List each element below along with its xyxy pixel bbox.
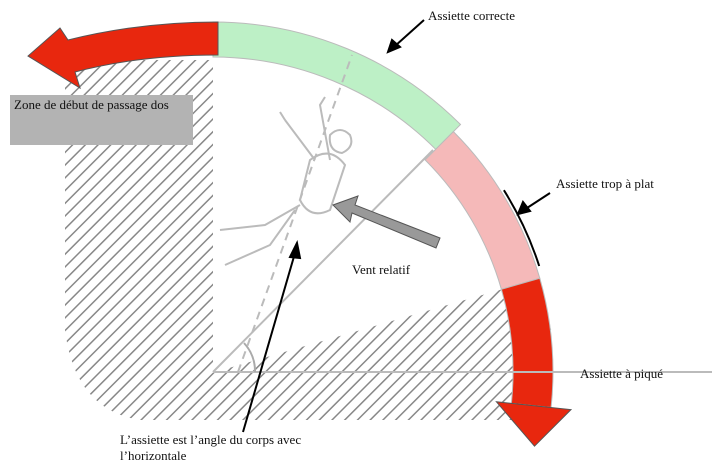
dive-arrow-head [496,402,571,446]
label-wind: Vent relatif [352,262,410,278]
diagram-graphics [0,0,712,475]
label-definition: L’assiette est l’angle du corps avec l’h… [120,432,360,464]
label-correct: Assiette correcte [428,8,515,24]
diagram: Assiette correcte Assiette trop à plat V… [0,0,712,475]
label-flat: Assiette trop à plat [556,176,676,192]
label-dive: Assiette à piqué [580,366,663,382]
label-back-zone: Zone de début de passage dos [10,95,193,145]
